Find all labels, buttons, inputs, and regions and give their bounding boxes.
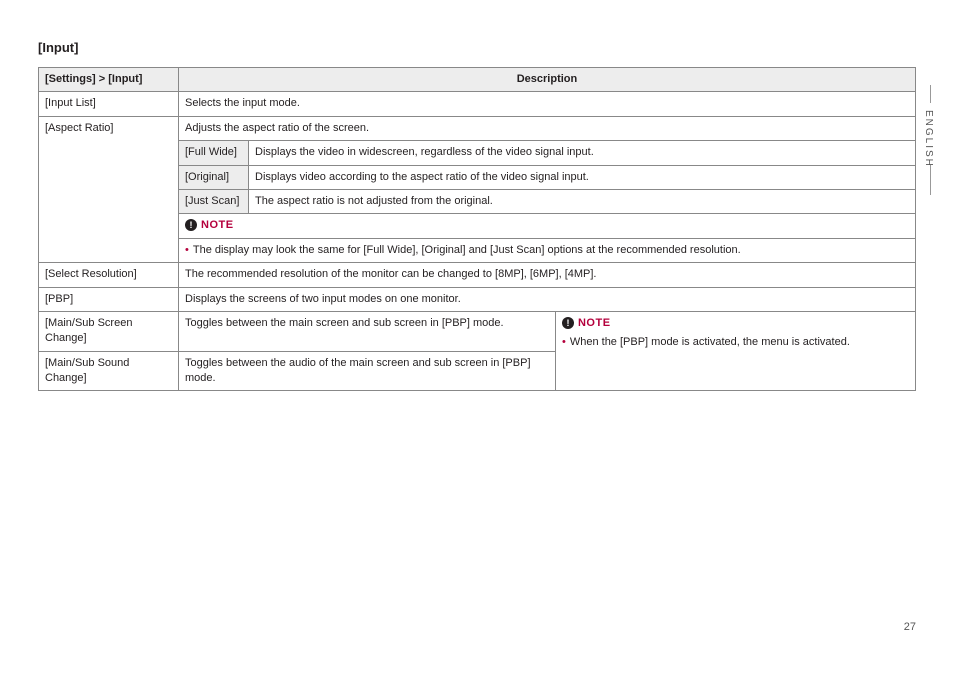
cell-desc: The recommended resolution of the monito…: [179, 263, 916, 287]
cell-sub-label: [Full Wide]: [179, 141, 249, 165]
table-row: [Input List] Selects the input mode.: [39, 92, 916, 116]
cell-desc: Displays the screens of two input modes …: [179, 287, 916, 311]
table-row: [Aspect Ratio] Adjusts the aspect ratio …: [39, 116, 916, 140]
exclamation-icon: !: [562, 317, 574, 329]
language-label: ENGLISH: [923, 110, 934, 168]
section-title: [Input]: [38, 40, 916, 55]
cell-desc: Adjusts the aspect ratio of the screen.: [179, 116, 916, 140]
cell-label: [Main/Sub Sound Change]: [39, 351, 179, 391]
cell-desc: The aspect ratio is not adjusted from th…: [249, 189, 916, 213]
cell-label: [Select Resolution]: [39, 263, 179, 287]
table-row: [PBP] Displays the screens of two input …: [39, 287, 916, 311]
pbp-note-cell: ! NOTE •When the [PBP] mode is activated,…: [555, 311, 915, 391]
bullet-icon: •: [562, 336, 570, 348]
bullet-icon: •: [185, 244, 193, 256]
note-text-cell: •The display may look the same for [Full…: [179, 238, 916, 262]
cell-label: [Aspect Ratio]: [39, 116, 179, 262]
side-divider: [930, 165, 931, 195]
cell-desc: Toggles between the audio of the main sc…: [179, 351, 556, 391]
header-description: Description: [179, 68, 916, 92]
note-label: NOTE: [201, 219, 234, 231]
cell-sub-label: [Just Scan]: [179, 189, 249, 213]
cell-sub-label: [Original]: [179, 165, 249, 189]
settings-table: [Settings] > [Input] Description [Input …: [38, 67, 916, 391]
cell-label: [Input List]: [39, 92, 179, 116]
cell-desc: Displays video according to the aspect r…: [249, 165, 916, 189]
note-text: When the [PBP] mode is activated, the me…: [570, 336, 850, 348]
side-divider: [930, 85, 931, 103]
table-header-row: [Settings] > [Input] Description: [39, 68, 916, 92]
table-row: [Select Resolution] The recommended reso…: [39, 263, 916, 287]
table-row: [Main/Sub Screen Change] Toggles between…: [39, 311, 916, 351]
cell-desc: Displays the video in widescreen, regard…: [249, 141, 916, 165]
note-label: NOTE: [578, 317, 611, 329]
cell-desc: Toggles between the main screen and sub …: [179, 311, 556, 351]
header-settings: [Settings] > [Input]: [39, 68, 179, 92]
note-text: The display may look the same for [Full …: [193, 244, 741, 256]
page-number: 27: [904, 621, 916, 633]
note-cell: ! NOTE: [179, 214, 916, 238]
exclamation-icon: !: [185, 219, 197, 231]
cell-label: [PBP]: [39, 287, 179, 311]
cell-label: [Main/Sub Screen Change]: [39, 311, 179, 351]
cell-desc: Selects the input mode.: [179, 92, 916, 116]
page-content: [Input] [Settings] > [Input] Description…: [0, 0, 954, 391]
